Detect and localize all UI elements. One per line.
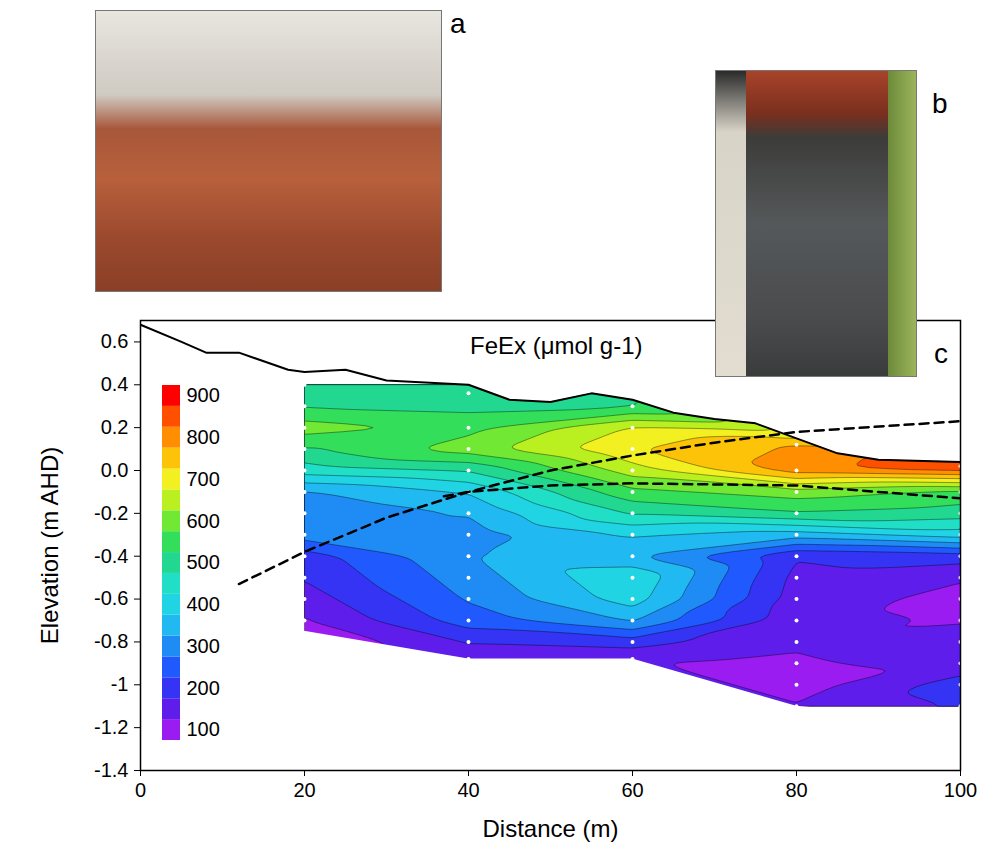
html-text:a: a <box>450 8 466 39</box>
svg-text:0: 0 <box>135 779 146 801</box>
svg-text:Distance (m): Distance (m) <box>482 815 618 842</box>
svg-text:-0.6: -0.6 <box>94 587 128 609</box>
svg-text:500: 500 <box>187 551 220 573</box>
svg-text:800: 800 <box>187 426 220 448</box>
svg-text:400: 400 <box>187 593 220 615</box>
svg-text:-1.4: -1.4 <box>94 759 128 781</box>
svg-text:200: 200 <box>187 677 220 699</box>
svg-text:20: 20 <box>293 779 315 801</box>
svg-text:-0.2: -0.2 <box>94 502 128 524</box>
svg-text:0.0: 0.0 <box>101 459 129 481</box>
svg-text:-0.4: -0.4 <box>94 545 128 567</box>
html-text:c: c <box>934 338 948 369</box>
svg-text:600: 600 <box>187 510 220 532</box>
svg-text:60: 60 <box>621 779 643 801</box>
svg-text:-1.2: -1.2 <box>94 716 128 738</box>
svg-text:Elevation (m AHD): Elevation (m AHD) <box>36 447 63 644</box>
svg-text:900: 900 <box>187 384 220 406</box>
svg-text:700: 700 <box>187 468 220 490</box>
html-text:FeEx (μmol g-1): FeEx (μmol g-1) <box>470 332 643 359</box>
svg-text:0.4: 0.4 <box>101 373 129 395</box>
svg-text:300: 300 <box>187 635 220 657</box>
svg-text:100: 100 <box>944 779 977 801</box>
svg-text:80: 80 <box>785 779 807 801</box>
svg-text:0.2: 0.2 <box>101 416 129 438</box>
svg-text:0.6: 0.6 <box>101 330 129 352</box>
svg-text:-1: -1 <box>111 673 129 695</box>
html-text:b: b <box>932 88 948 119</box>
svg-text:40: 40 <box>457 779 479 801</box>
svg-text:-0.8: -0.8 <box>94 630 128 652</box>
svg-text:100: 100 <box>187 718 220 740</box>
